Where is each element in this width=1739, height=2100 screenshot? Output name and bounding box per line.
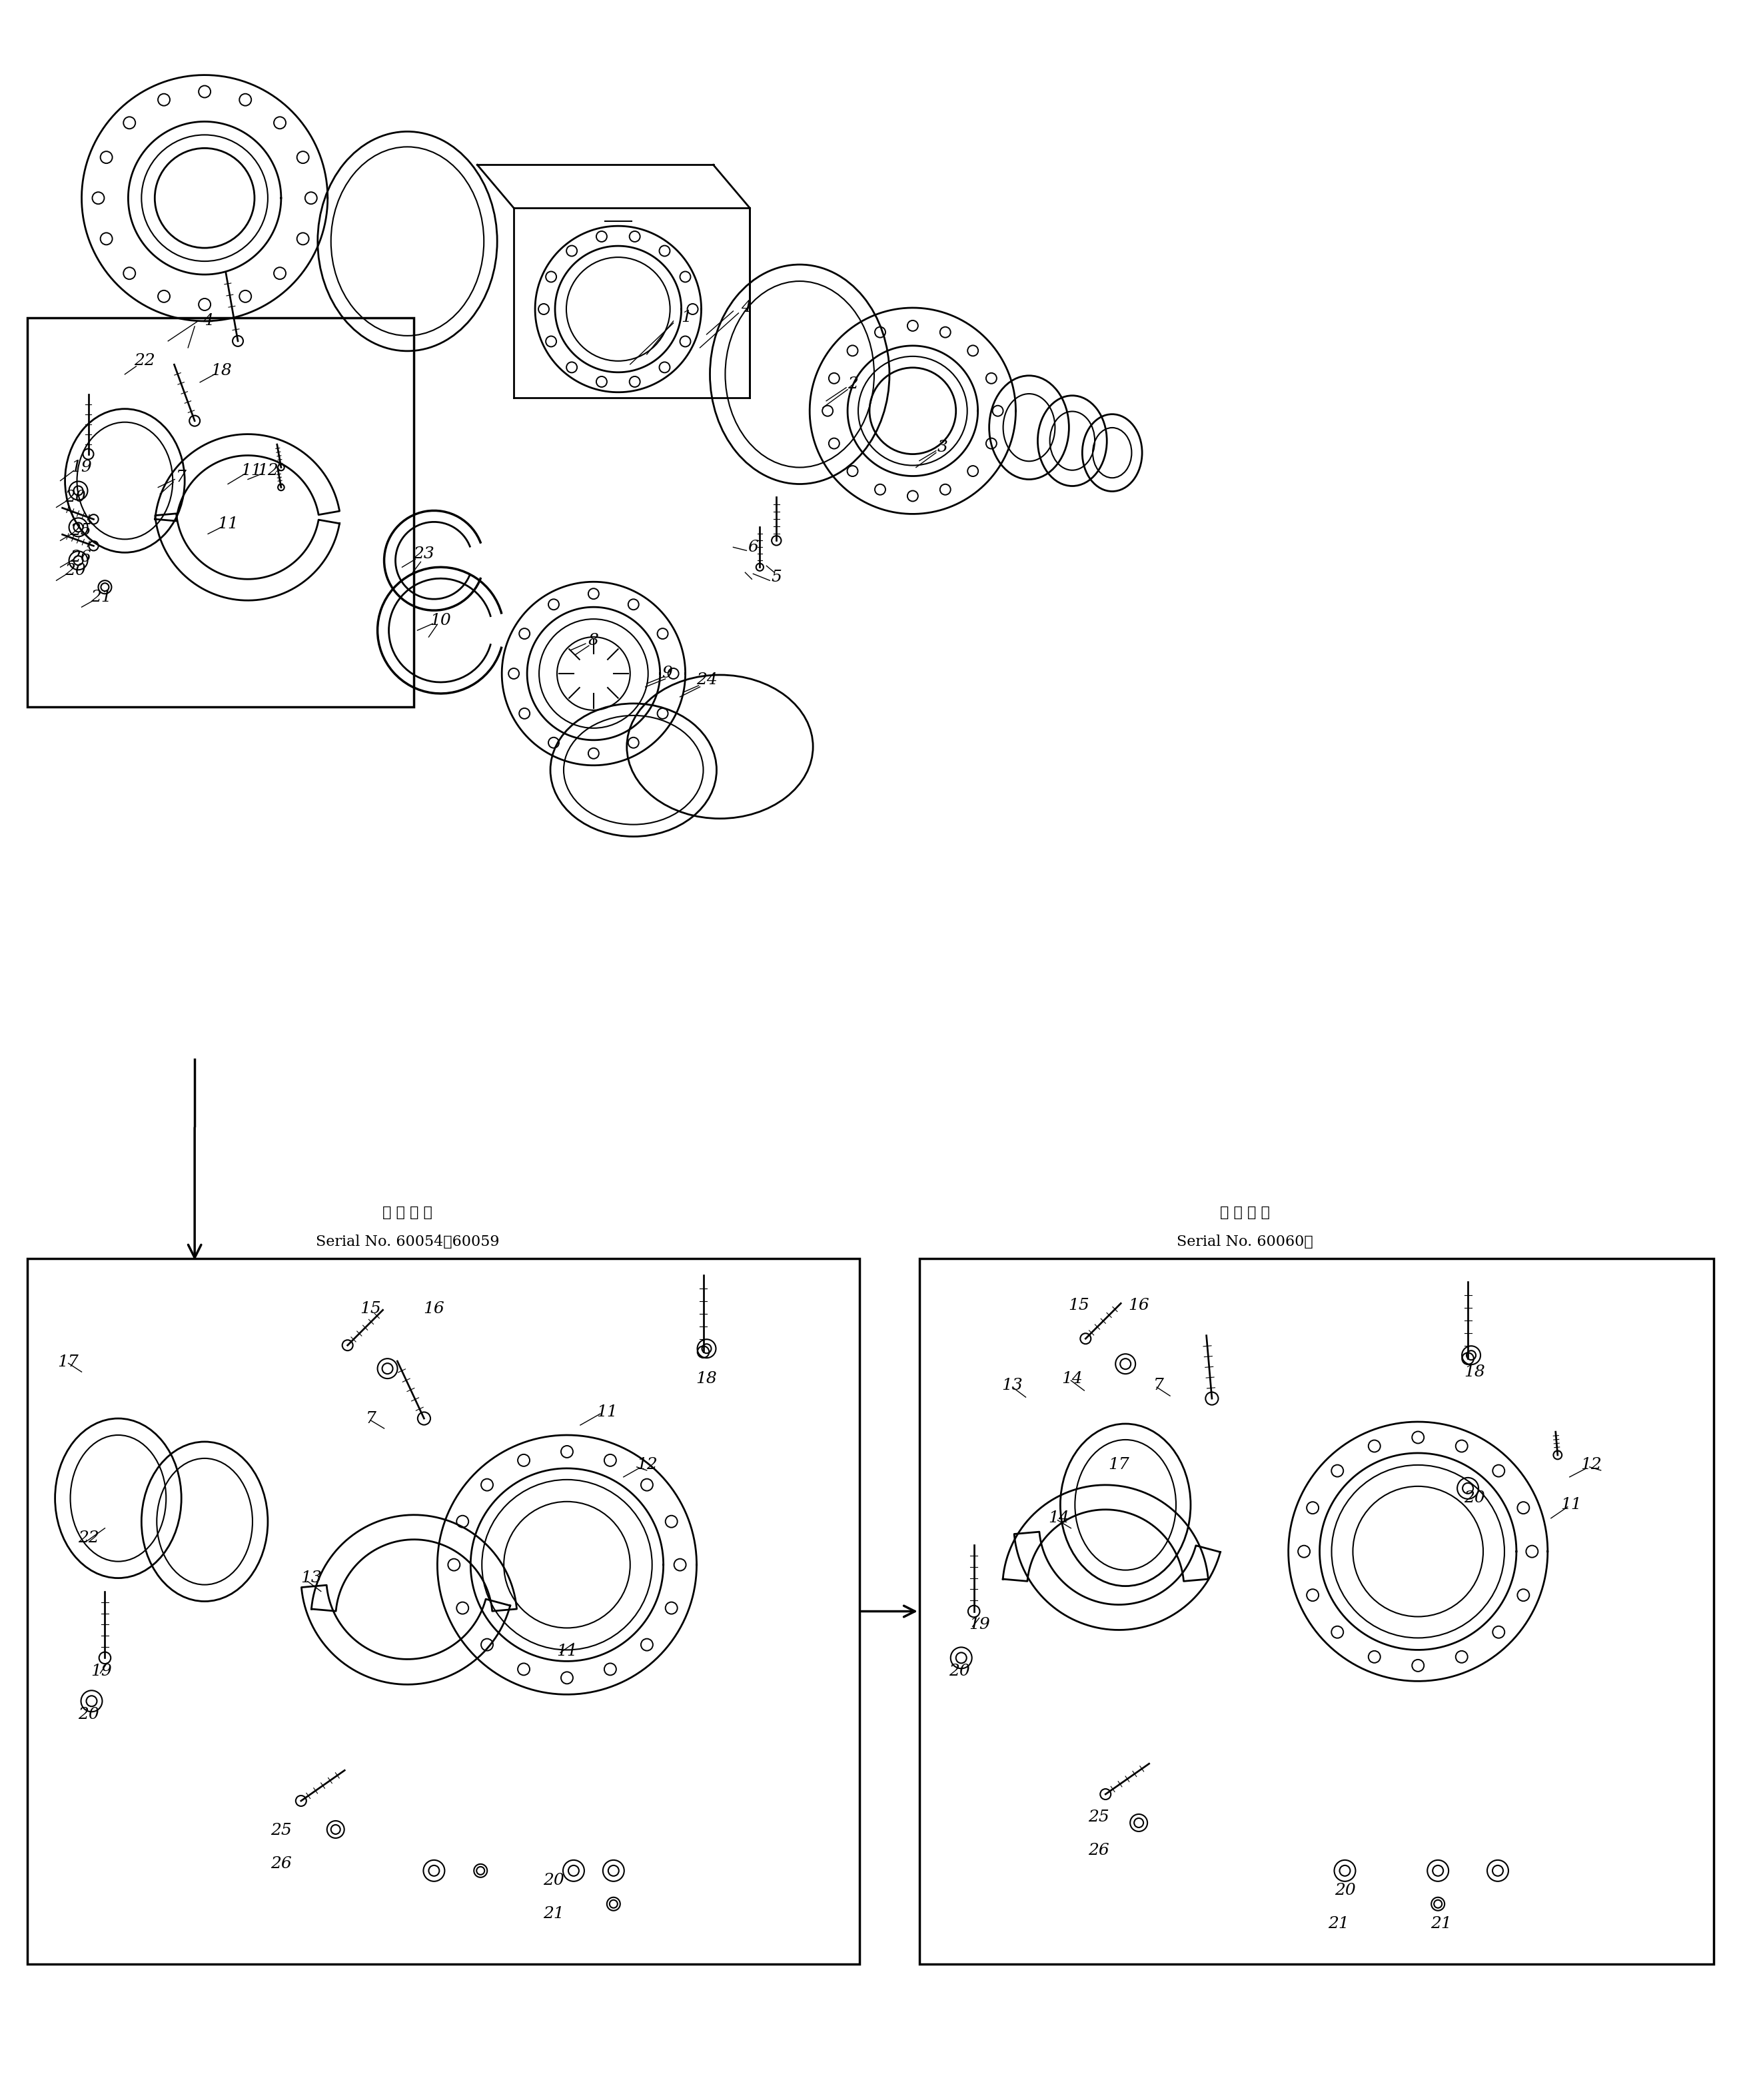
Text: 16: 16: [423, 1302, 445, 1317]
Text: 20: 20: [543, 1873, 563, 1888]
Text: 23: 23: [414, 546, 435, 561]
Bar: [920, 1258, 1715, 1964]
Text: 20: 20: [949, 1663, 970, 1678]
Bar: [28, 1258, 859, 1964]
Text: 20: 20: [1334, 1884, 1355, 1898]
Text: 13: 13: [301, 1571, 322, 1586]
Text: 18: 18: [210, 363, 231, 378]
Text: 24: 24: [696, 672, 716, 689]
Text: 21: 21: [1327, 1915, 1349, 1932]
Text: 20: 20: [64, 563, 85, 578]
Text: 4: 4: [203, 313, 214, 330]
Text: 17: 17: [57, 1354, 78, 1369]
Bar: [28, 317, 414, 708]
Text: 22: 22: [134, 353, 155, 370]
Text: 4: 4: [741, 300, 751, 315]
Text: 25: 25: [70, 523, 90, 538]
Text: 11: 11: [556, 1644, 577, 1659]
Text: Serial No. 60060～: Serial No. 60060～: [1177, 1235, 1313, 1250]
Text: 12: 12: [257, 464, 278, 479]
Text: 11: 11: [596, 1405, 617, 1420]
Text: 19: 19: [969, 1617, 989, 1632]
Text: 20: 20: [64, 489, 85, 504]
Text: 22: 22: [78, 1531, 99, 1546]
Text: 13: 13: [1002, 1378, 1023, 1392]
Text: 18: 18: [696, 1371, 716, 1386]
Text: 9: 9: [661, 666, 671, 680]
Text: 7: 7: [1153, 1378, 1163, 1392]
Text: 14: 14: [1063, 1371, 1083, 1386]
Text: 1: 1: [682, 311, 692, 326]
Text: 18: 18: [1464, 1365, 1485, 1380]
Text: 26: 26: [271, 1856, 292, 1871]
Text: 16: 16: [1129, 1298, 1149, 1312]
Text: 26: 26: [1089, 1844, 1109, 1858]
Text: 10: 10: [430, 613, 450, 628]
Text: 5: 5: [770, 569, 783, 584]
Text: 26: 26: [70, 550, 90, 565]
Text: 適 用 号 機: 適 用 号 機: [1221, 1205, 1269, 1220]
Text: 25: 25: [1089, 1810, 1109, 1825]
Text: 12: 12: [1581, 1457, 1602, 1472]
Text: 15: 15: [1068, 1298, 1090, 1312]
Text: 11: 11: [217, 517, 238, 531]
Text: 19: 19: [71, 460, 92, 475]
Text: 14: 14: [1049, 1510, 1069, 1527]
Text: 21: 21: [90, 590, 111, 605]
Text: 17: 17: [1108, 1457, 1129, 1472]
Text: 20: 20: [78, 1707, 99, 1722]
Text: 25: 25: [271, 1823, 292, 1838]
Text: 7: 7: [176, 470, 186, 485]
Text: 7: 7: [365, 1411, 376, 1426]
Text: 6: 6: [748, 540, 758, 554]
Text: 11: 11: [1560, 1497, 1581, 1512]
Text: 21: 21: [543, 1907, 563, 1922]
Text: 19: 19: [90, 1663, 111, 1678]
Text: 21: 21: [1431, 1915, 1452, 1932]
Text: 3: 3: [937, 439, 948, 456]
Text: 12: 12: [636, 1457, 657, 1472]
Text: 20: 20: [1464, 1491, 1485, 1506]
Text: 2: 2: [847, 376, 857, 393]
Text: Serial No. 60054～60059: Serial No. 60054～60059: [316, 1235, 499, 1250]
Text: 8: 8: [588, 632, 598, 649]
Text: 15: 15: [360, 1302, 381, 1317]
Text: 適 用 号 機: 適 用 号 機: [383, 1205, 433, 1220]
Text: 11: 11: [240, 464, 263, 479]
